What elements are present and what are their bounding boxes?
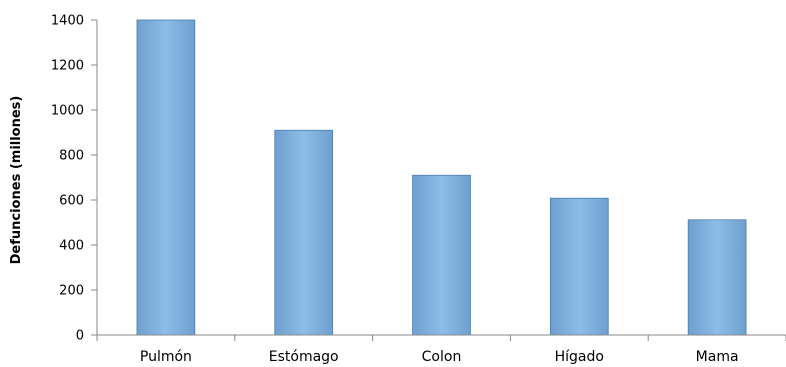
bar [549,197,609,336]
x-category-label: Colon [422,349,462,365]
y-axis: 0 200 400 600 800 1000 1200 1400 [51,14,98,344]
x-axis: Pulmón Estómago Colon Hígado Mama [96,334,786,365]
y-tick-label: 1400 [51,14,84,29]
bar [687,219,747,336]
y-tick-label: 1000 [51,104,84,119]
x-category-label: Estómago [269,349,339,365]
y-tick-label: 600 [59,194,84,209]
x-category-label: Pulmón [140,349,192,365]
bars-group [136,19,747,336]
y-tick-label: 0 [76,329,84,344]
y-axis-title: Defunciones (millones) [9,96,24,265]
y-tick-label: 400 [59,239,84,254]
y-tick-label: 1200 [51,59,84,74]
y-tick-label: 800 [59,149,84,164]
bar [412,174,471,336]
bar [136,19,196,336]
x-category-label: Hígado [555,349,604,365]
y-tick-label: 200 [59,284,84,299]
bar [274,129,334,336]
x-category-label: Mama [696,349,739,365]
